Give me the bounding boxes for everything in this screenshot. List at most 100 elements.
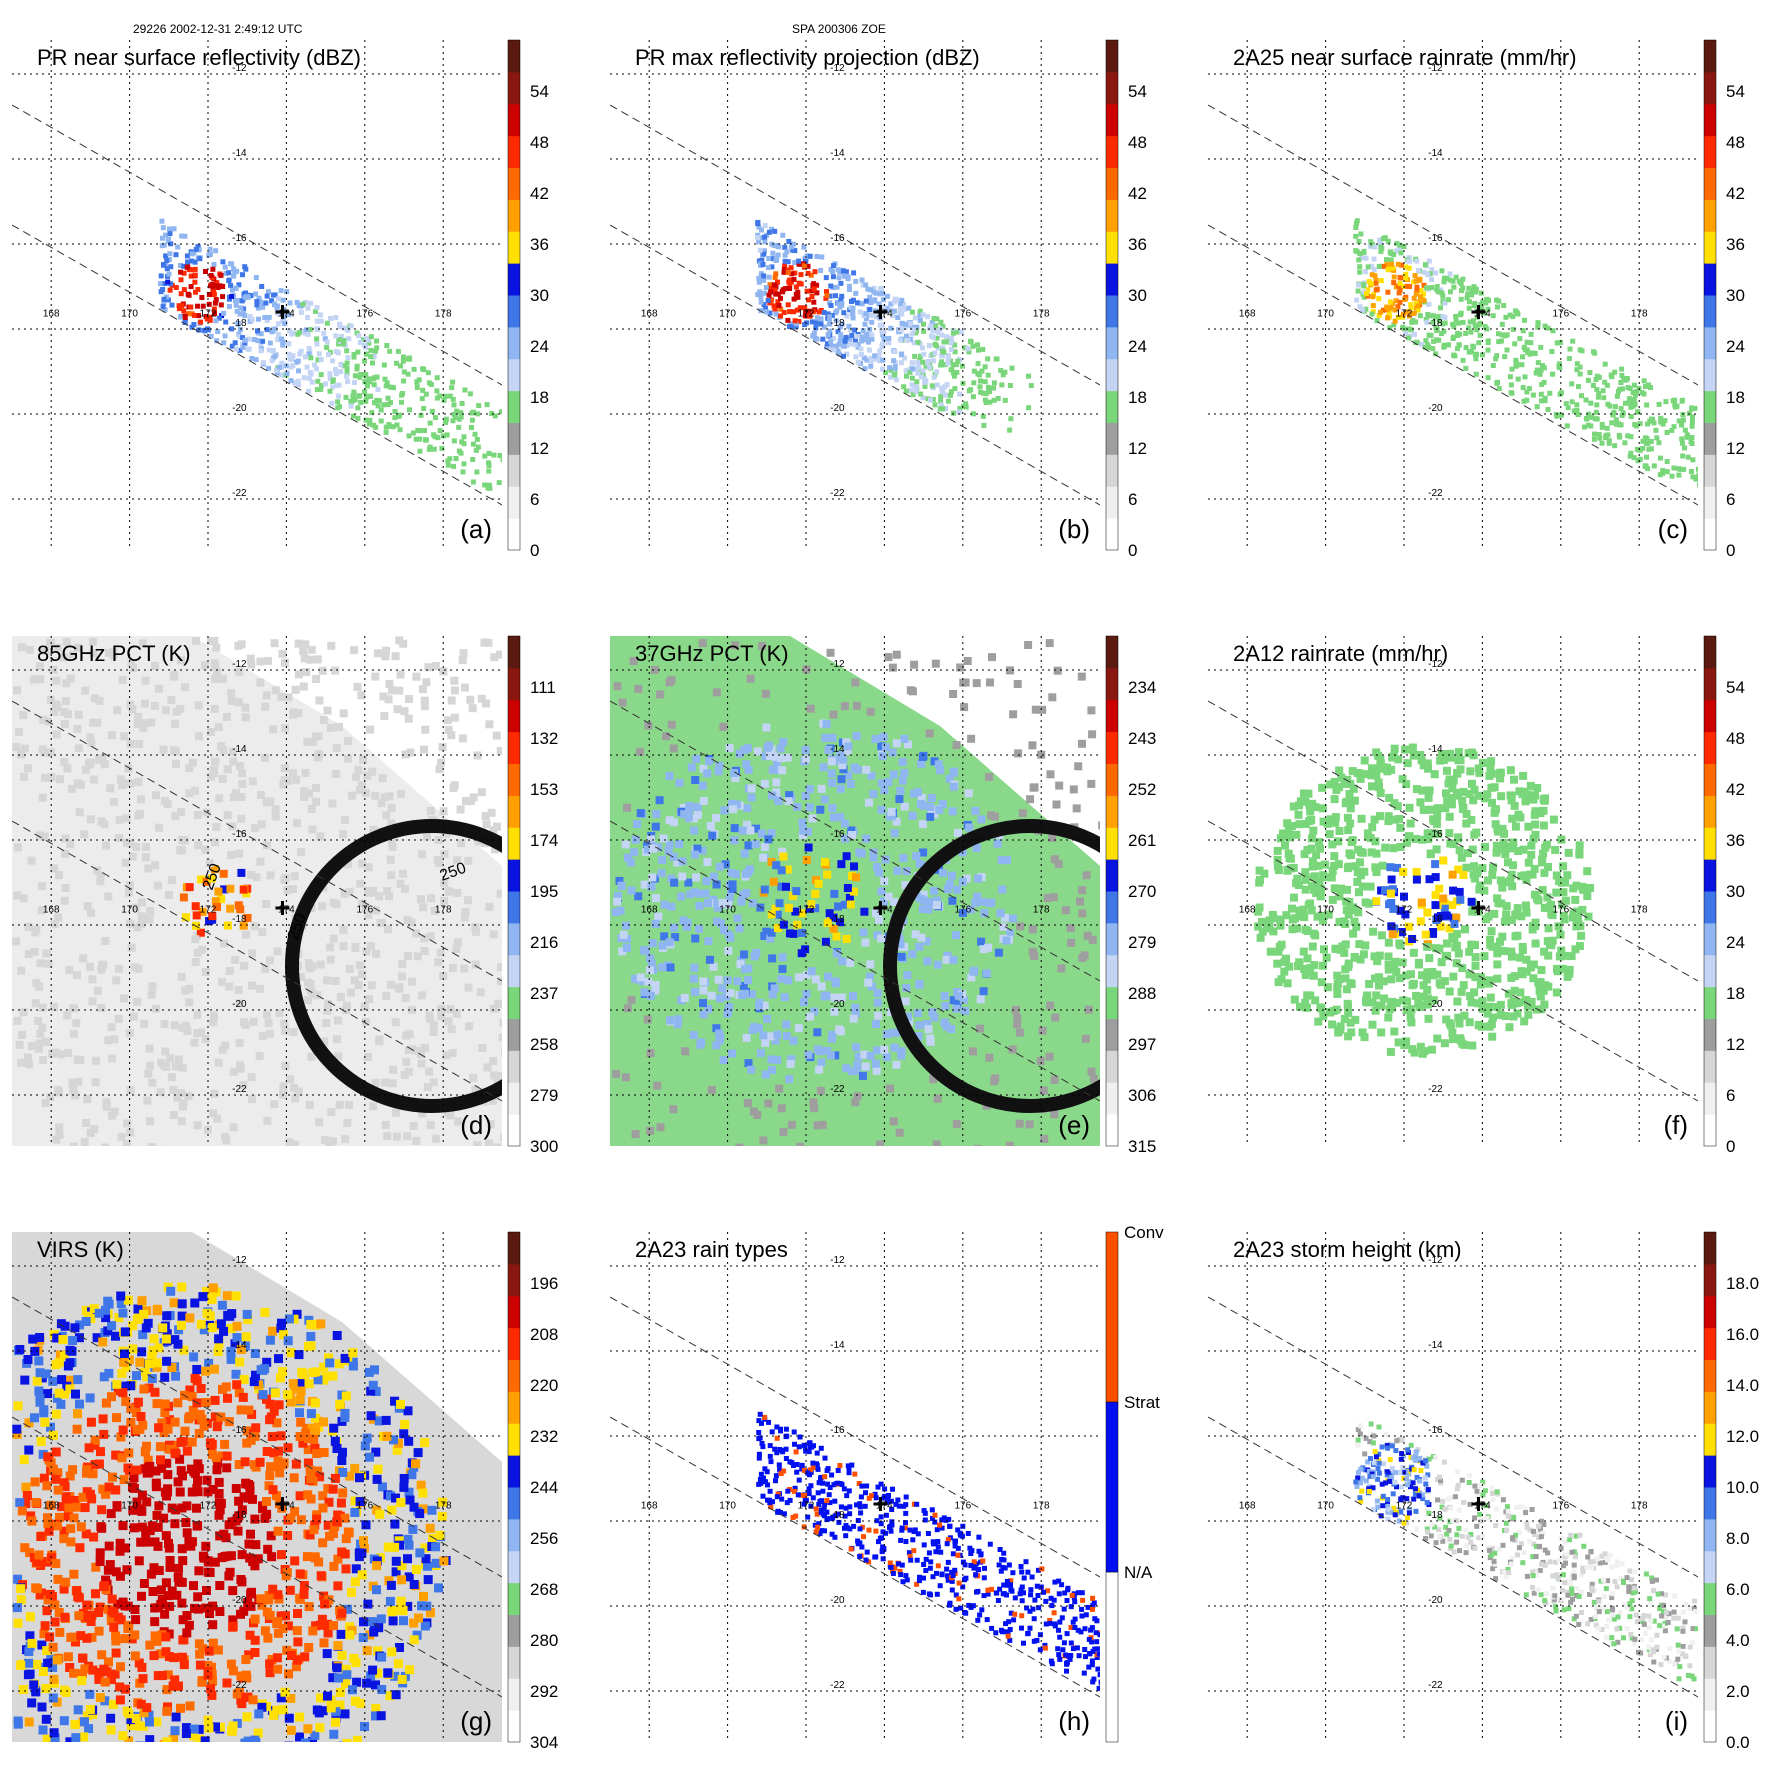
pr-cell <box>868 287 874 293</box>
pr-cell <box>1426 258 1432 264</box>
pr-cell <box>758 308 764 314</box>
tmi-cell <box>288 769 297 778</box>
tmi-cell <box>209 1109 218 1118</box>
pr-cell <box>843 269 849 275</box>
tmi-cell <box>1301 971 1310 979</box>
tmi-cell <box>1433 970 1442 979</box>
swath-edge-line <box>610 104 1100 386</box>
tmi-cell <box>69 1086 78 1094</box>
pr-cell <box>388 423 394 429</box>
colorbar-segment <box>508 390 520 423</box>
tmi-cell <box>811 890 820 898</box>
pr-cell <box>1582 424 1587 430</box>
tmi-cell <box>636 809 645 818</box>
tmi-cell <box>24 922 33 931</box>
tmi-cell <box>308 825 317 834</box>
tmi-cell <box>1453 997 1462 1006</box>
pr-cell <box>253 275 259 280</box>
tmi-cell <box>1507 973 1516 982</box>
pr-cell <box>762 239 768 245</box>
pr-cell <box>307 370 313 375</box>
tmi-cell <box>114 1015 123 1023</box>
pr-cell <box>368 347 374 353</box>
tmi-cell <box>1528 870 1537 879</box>
tmi-cell <box>730 769 739 777</box>
colorbar-tick-label: 30 <box>1128 286 1147 305</box>
tmi-cell <box>1555 952 1564 961</box>
pr-cell <box>922 376 927 382</box>
pr-cell <box>191 322 197 327</box>
tmi-cell <box>63 1011 72 1020</box>
pr-cell <box>195 287 201 292</box>
pr-cell <box>829 312 835 318</box>
tmi-cell <box>1319 961 1327 970</box>
tmi-cell <box>660 900 669 909</box>
tmi-cell <box>209 769 218 778</box>
pr-cell <box>158 289 164 295</box>
tmi-cell <box>291 1140 299 1146</box>
tmi-cell <box>918 820 927 829</box>
tmi-cell <box>715 862 724 871</box>
pr-cell <box>1439 268 1445 274</box>
pr-cell <box>1653 427 1659 433</box>
tmi-cell <box>306 655 314 664</box>
tmi-cell <box>106 784 115 793</box>
tmi-cell <box>396 879 405 888</box>
tmi-cell <box>1483 1009 1492 1018</box>
tmi-cell <box>1412 991 1421 1000</box>
tmi-cell <box>768 765 777 774</box>
tmi-cell <box>804 843 813 852</box>
pr-cell <box>1510 314 1516 320</box>
tmi-cell <box>917 793 926 802</box>
pr-cell <box>770 256 776 262</box>
pr-cell <box>211 306 217 312</box>
pr-cell <box>337 324 343 330</box>
tmi-cell <box>121 858 130 867</box>
tmi-cell <box>182 913 190 922</box>
pr-cell <box>492 413 498 419</box>
tmi-cell <box>46 748 55 757</box>
pr-cell <box>449 385 455 391</box>
tmi-cell <box>777 1104 786 1113</box>
pr-cell <box>869 332 875 338</box>
tmi-cell <box>70 1004 78 1013</box>
pr-cell <box>192 266 198 272</box>
tmi-cell <box>177 808 185 817</box>
tmi-cell <box>1501 850 1510 859</box>
pr-cell <box>1354 249 1360 255</box>
tmi-cell <box>202 877 211 886</box>
pr-cell <box>333 367 338 372</box>
tmi-cell <box>188 758 197 767</box>
pr-cell <box>927 364 932 370</box>
pr-cell <box>1685 454 1691 460</box>
swath-edge-line <box>1208 700 1698 982</box>
tmi-cell <box>326 723 335 732</box>
pr-cell <box>998 367 1004 373</box>
pr-cell <box>975 371 981 377</box>
pr-cell <box>931 316 937 321</box>
tmi-cell <box>1076 897 1084 906</box>
tmi-cell <box>1487 927 1496 936</box>
pr-cell <box>860 282 866 288</box>
tmi-cell <box>437 1004 446 1013</box>
colorbar-tick-label: 12 <box>1726 439 1745 458</box>
tmi-cell <box>1574 911 1582 920</box>
tmi-cell <box>636 973 645 982</box>
pr-cell <box>829 343 835 349</box>
tmi-cell <box>973 1144 982 1146</box>
tmi-cell <box>238 769 247 778</box>
pr-cell <box>1436 318 1442 324</box>
pr-cell <box>1574 367 1580 373</box>
tmi-cell <box>952 1120 961 1129</box>
tmi-cell <box>953 885 961 894</box>
tmi-cell <box>1465 947 1474 956</box>
lon-tick-label: 170 <box>1317 308 1334 319</box>
pr-cell <box>402 356 408 362</box>
pr-cell <box>945 355 951 361</box>
tmi-cell <box>171 1062 180 1071</box>
tmi-cell <box>1480 952 1489 961</box>
tmi-cell <box>1575 850 1584 859</box>
pr-cell <box>1689 441 1695 446</box>
tmi-cell <box>339 709 348 718</box>
pr-cell <box>451 463 457 469</box>
